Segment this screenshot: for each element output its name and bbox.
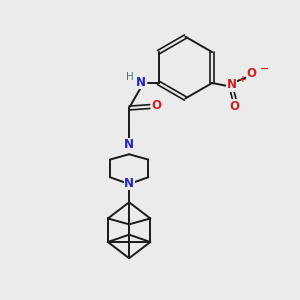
Text: −: − <box>260 64 269 74</box>
Text: H: H <box>126 71 134 82</box>
Text: N: N <box>124 177 134 190</box>
Text: O: O <box>230 100 240 113</box>
Text: N: N <box>227 78 237 91</box>
Text: +: + <box>238 75 246 84</box>
Text: O: O <box>151 100 161 112</box>
Text: N: N <box>124 138 134 151</box>
Text: O: O <box>247 67 256 80</box>
Text: N: N <box>136 76 146 88</box>
